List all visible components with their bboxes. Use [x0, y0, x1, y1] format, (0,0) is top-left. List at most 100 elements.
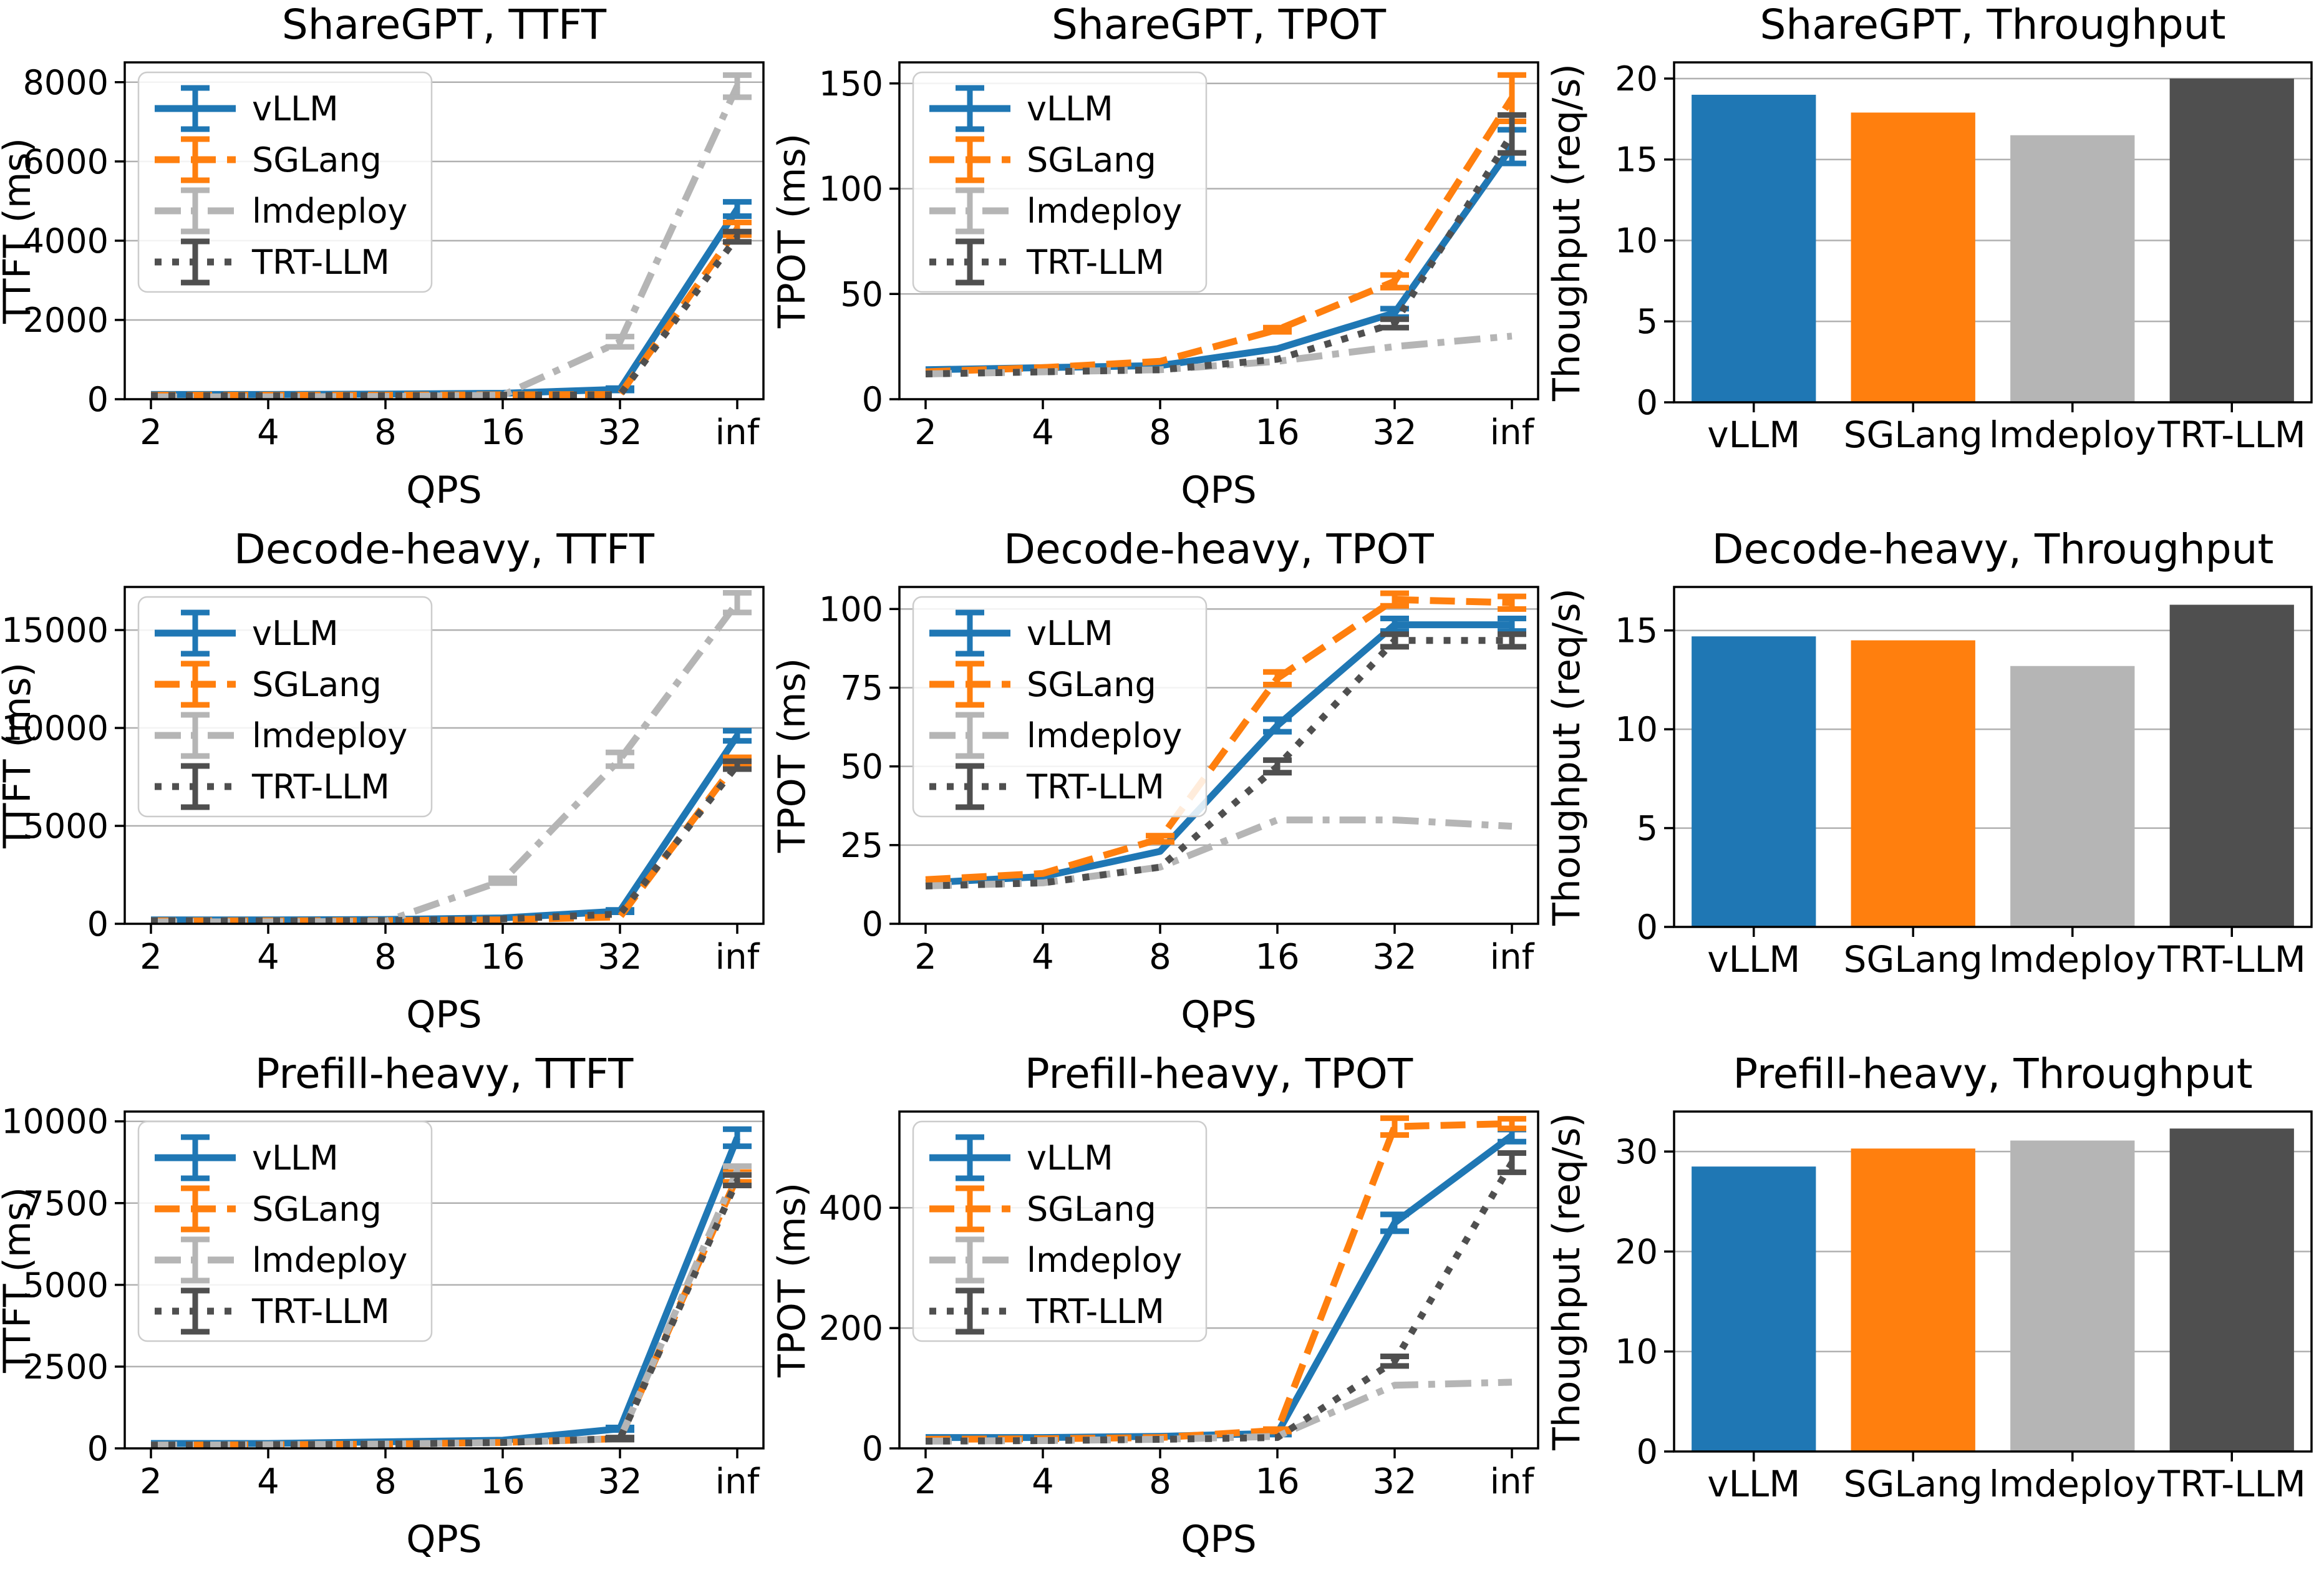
y-tick-label: 0: [1637, 908, 1658, 947]
bar-TRT-LLM: [2169, 604, 2294, 927]
axes-border: [1673, 61, 2313, 404]
series-line-lmdeploy: [925, 332, 1513, 377]
x-axis-label: QPS: [1181, 993, 1257, 1037]
chart-title: Decode-heavy, TPOT: [1004, 525, 1434, 573]
legend-entry-TRT-LLM: TRT-LLM: [929, 763, 1164, 810]
x-tick-label: lmdeploy: [1989, 414, 2156, 456]
y-axis-label: TTFT (ms): [0, 138, 39, 324]
legend-label: lmdeploy: [1027, 716, 1182, 755]
errorbar-TRT-LLM: [1498, 631, 1526, 650]
x-tick-label: vLLM: [1707, 938, 1800, 981]
errorbar-lmdeploy: [723, 72, 752, 100]
y-tick-label: 15: [1615, 140, 1658, 180]
x-tick-label: 32: [1372, 1461, 1416, 1502]
y-axis-label: Thoughput (req/s): [1549, 588, 1589, 926]
legend-entry-TRT-LLM: TRT-LLM: [929, 1287, 1164, 1335]
y-tick-label: 2500: [23, 1347, 109, 1387]
legend-entry-lmdeploy: lmdeploy: [929, 187, 1182, 235]
x-axis-label: QPS: [1181, 1518, 1257, 1561]
x-tick-label: 8: [1149, 412, 1171, 453]
legend-label: lmdeploy: [252, 191, 407, 231]
legend-entry-SGLang: SGLang: [929, 1185, 1156, 1233]
chart-svg: 2 4 8 16 32 inf QPS 0 2000 4000 6000 8000 ShareGPT, …: [0, 1, 765, 512]
x-tick-label: inf: [715, 1461, 760, 1502]
x-tick-label: vLLM: [1707, 414, 1800, 456]
series-line-TRT-LLM: [925, 132, 1515, 377]
bar-lmdeploy: [2010, 1140, 2135, 1451]
legend-entry-SGLang: SGLang: [155, 136, 382, 183]
x-tick-label: 16: [1255, 937, 1299, 977]
legend-label: lmdeploy: [1027, 191, 1182, 231]
errorbar-TRT-LLM: [1380, 316, 1409, 331]
legend-label: vLLM: [252, 89, 339, 128]
legend-label: SGLang: [252, 140, 382, 180]
x-tick-label: 4: [1032, 1461, 1054, 1502]
x-tick-label: 32: [598, 1461, 642, 1502]
series-line-vLLM: [925, 144, 1515, 374]
y-tick-label: 8000: [23, 63, 109, 102]
errorbar-lmdeploy: [488, 875, 517, 886]
legend-label: vLLM: [1027, 89, 1113, 128]
bar-lmdeploy: [2010, 135, 2135, 403]
chart-svg: vLLM SGLang lmdeploy TRT-LLM 0 10 20 30 Prefill-…: [1549, 1050, 2313, 1505]
y-tick-label: 200: [819, 1309, 883, 1348]
x-tick-label: TRT-LLM: [2157, 1463, 2306, 1505]
series-line-SGLang: [925, 96, 1515, 376]
series-line-lmdeploy: [150, 1169, 741, 1448]
legend-label: lmdeploy: [252, 716, 407, 755]
errorbar-SGLang: [1498, 593, 1526, 612]
legend-entry-SGLang: SGLang: [155, 661, 382, 708]
axes-border: [898, 1110, 1539, 1450]
legend-entry-SGLang: SGLang: [155, 1185, 382, 1233]
legend-entry-lmdeploy: lmdeploy: [929, 712, 1182, 759]
chart-decode-heavy-ttft: 2 4 8 16 32 inf QPS 0 5000 10000 15000 Decode-heavy…: [0, 525, 775, 1049]
series-line-SGLang: [925, 1120, 1513, 1443]
chart-prefill-heavy-ttft: 2 4 8 16 32 inf QPS 0 2500 5000 7500 10000 Prefill-h…: [0, 1049, 775, 1574]
legend-label: TRT-LLM: [251, 1292, 390, 1331]
errorbar-TRT-LLM: [1263, 757, 1292, 776]
legend-label: vLLM: [252, 614, 339, 653]
axes-border: [123, 586, 765, 925]
errorbar-SGLang: [1380, 590, 1409, 609]
x-tick-label: lmdeploy: [1989, 1463, 2156, 1505]
x-tick-label: vLLM: [1707, 1463, 1800, 1505]
legend-entry-vLLM: vLLM: [155, 609, 339, 657]
chart-svg: 2 4 8 16 32 inf QPS 0 50 100 150 ShareGPT, TPOT TPOT…: [775, 1, 1539, 512]
x-tick-label: 4: [257, 412, 279, 453]
y-tick-label: 10: [1615, 221, 1658, 260]
chart-title: Decode-heavy, Throughput: [1712, 525, 2274, 573]
legend-label: TRT-LLM: [1026, 243, 1164, 282]
y-axis-label: Thoughput (req/s): [1549, 64, 1589, 402]
x-tick-label: 2: [914, 412, 937, 453]
axes-border: [123, 1110, 765, 1450]
x-axis-label: QPS: [1181, 468, 1257, 512]
x-tick-label: inf: [1490, 412, 1535, 453]
legend-entry-SGLang: SGLang: [929, 661, 1156, 708]
y-axis-label: TPOT (ms): [775, 1183, 814, 1378]
legend-label: lmdeploy: [252, 1241, 407, 1280]
x-tick-label: 8: [374, 1461, 397, 1502]
chart-sharegpt-ttft: 2 4 8 16 32 inf QPS 0 2000 4000 6000 8000 ShareGPT, …: [0, 0, 775, 525]
y-tick-label: 15000: [1, 611, 109, 650]
x-tick-label: 8: [1149, 1461, 1171, 1502]
x-tick-label: 8: [374, 412, 397, 453]
y-tick-label: 4000: [23, 221, 109, 261]
x-tick-label: 16: [1255, 412, 1299, 453]
x-tick-label: 2: [914, 1461, 937, 1502]
y-tick-label: 2000: [23, 301, 109, 340]
y-axis-label: TPOT (ms): [775, 658, 814, 853]
series-line-vLLM: [925, 621, 1512, 886]
y-axis-label: TTFT (ms): [0, 662, 39, 849]
legend-entry-vLLM: vLLM: [155, 1134, 339, 1181]
chart-svg: 2 4 8 16 32 inf QPS 0 2500 5000 7500 10000 Prefill-h…: [0, 1050, 765, 1561]
chart-svg: 2 4 8 16 32 inf QPS 0 25 50 75 100 Decode-heavy, TPO…: [775, 525, 1539, 1037]
legend-label: vLLM: [1027, 1138, 1113, 1178]
legend-label: vLLM: [252, 1138, 339, 1178]
y-tick-label: 50: [840, 274, 883, 314]
legend-entry-TRT-LLM: TRT-LLM: [155, 238, 390, 286]
errorbar-lmdeploy: [723, 589, 752, 616]
y-tick-label: 25: [840, 826, 883, 865]
series-line-TRT-LLM: [925, 637, 1512, 889]
chart-decode-heavy-tpot: 2 4 8 16 32 inf QPS 0 25 50 75 100 Decode-heavy, TPO…: [775, 525, 1549, 1049]
x-tick-label: 4: [1032, 412, 1054, 453]
